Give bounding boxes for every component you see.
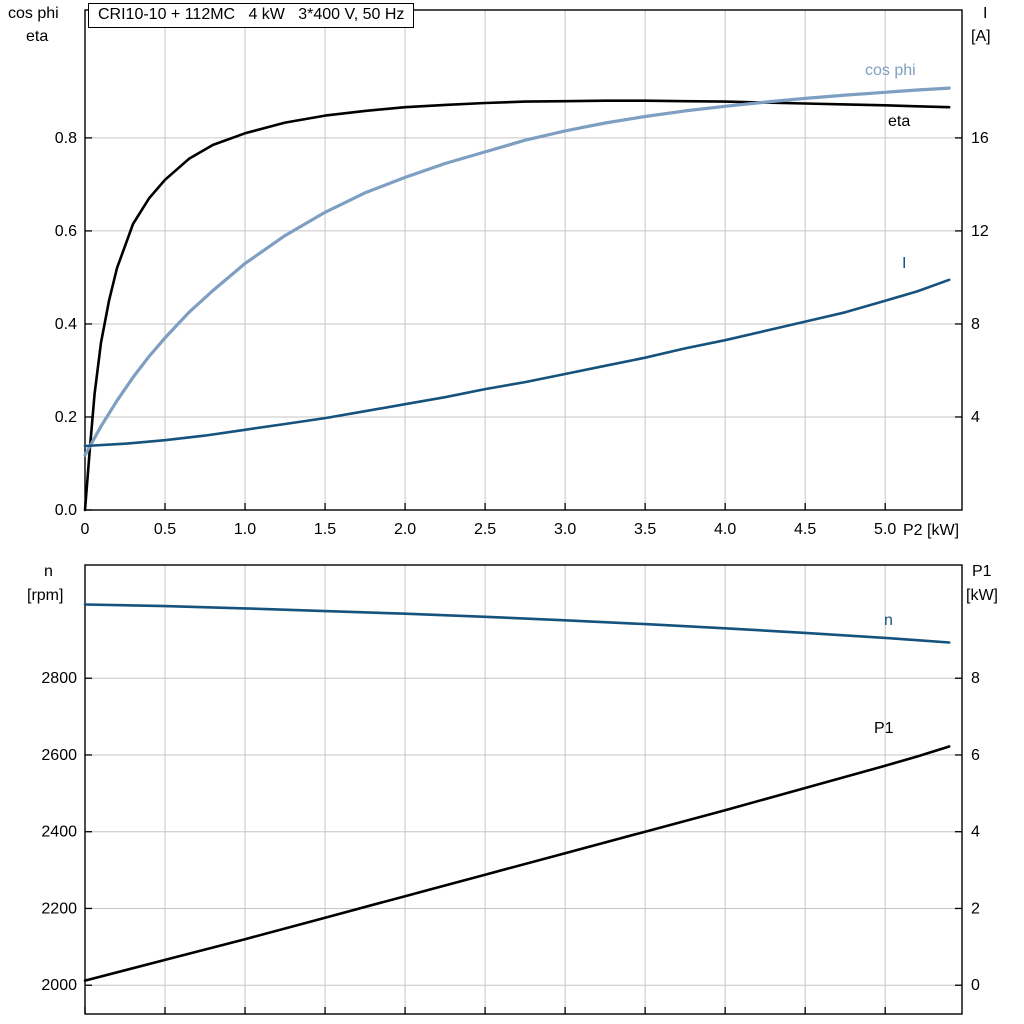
curve-P1 [83, 745, 951, 982]
curve-n [83, 603, 951, 644]
plot-frame [84, 9, 963, 511]
x-tick-label: 0.5 [154, 521, 176, 538]
x-tick-label: 4.0 [714, 521, 736, 538]
y-tick-label-left: 2200 [41, 900, 77, 917]
axis-label-p1-line1: P1 [972, 563, 992, 580]
y-tick-label-right: 16 [971, 130, 989, 147]
axis-label-current-line1: I [983, 5, 988, 22]
axis-label-current-line2: [A] [971, 28, 991, 45]
y-tick-label-left: 0.2 [55, 409, 77, 426]
y-tick-label-right: 12 [971, 223, 989, 240]
axis-label-cos-phi-eta-line2: eta [26, 28, 49, 45]
curve-label-speed: n [884, 612, 893, 629]
y-tick-label-right: 0 [971, 977, 980, 994]
y-tick-label-right: 4 [971, 409, 980, 426]
x-tick-label: 0 [81, 521, 90, 538]
y-tick-label-right: 2 [971, 900, 980, 917]
curve-label-current: I [902, 255, 907, 272]
x-tick-label: 2.0 [394, 521, 416, 538]
y-tick-label-left: 0.0 [55, 502, 77, 519]
y-tick-label-left: 2600 [41, 747, 77, 764]
y-tick-label-right: 4 [971, 824, 980, 841]
curve-label-cos-phi: cos phi [865, 62, 916, 79]
y-tick-label-right: 8 [971, 316, 980, 333]
chart-title: CRI10-10 + 112MC 4 kW 3*400 V, 50 Hz [88, 3, 415, 28]
x-tick-label: 1.0 [234, 521, 256, 538]
x-axis-label-p2: P2 [kW] [903, 522, 960, 539]
y-tick-label-left: 2800 [41, 670, 77, 687]
axis-label-speed-line2: [rpm] [27, 587, 64, 604]
axis-label-speed-line1: n [44, 563, 53, 580]
x-tick-label: 3.5 [634, 521, 656, 538]
x-tick-label: 3.0 [554, 521, 576, 538]
x-tick-label: 1.5 [314, 521, 336, 538]
x-tick-label: 2.5 [474, 521, 496, 538]
curve-cos-phi [83, 86, 951, 457]
y-tick-label-right: 8 [971, 670, 980, 687]
curve-eta [83, 99, 951, 512]
curve-label-p1: P1 [874, 720, 894, 737]
x-tick-label: 5.0 [874, 521, 896, 538]
axis-label-cos-phi-eta-line1: cos phi [8, 5, 59, 22]
y-tick-label-left: 0.8 [55, 130, 77, 147]
y-tick-label-left: 0.6 [55, 223, 77, 240]
curve-label-eta: eta [888, 113, 911, 130]
plot-frame [84, 564, 963, 1015]
x-tick-label: 4.5 [794, 521, 816, 538]
y-tick-label-left: 0.4 [55, 316, 77, 333]
y-tick-label-left: 2400 [41, 824, 77, 841]
y-tick-label-right: 6 [971, 747, 980, 764]
axis-label-p1-line2: [kW] [966, 587, 998, 604]
y-tick-label-left: 2000 [41, 977, 77, 994]
curve-I [83, 278, 951, 448]
